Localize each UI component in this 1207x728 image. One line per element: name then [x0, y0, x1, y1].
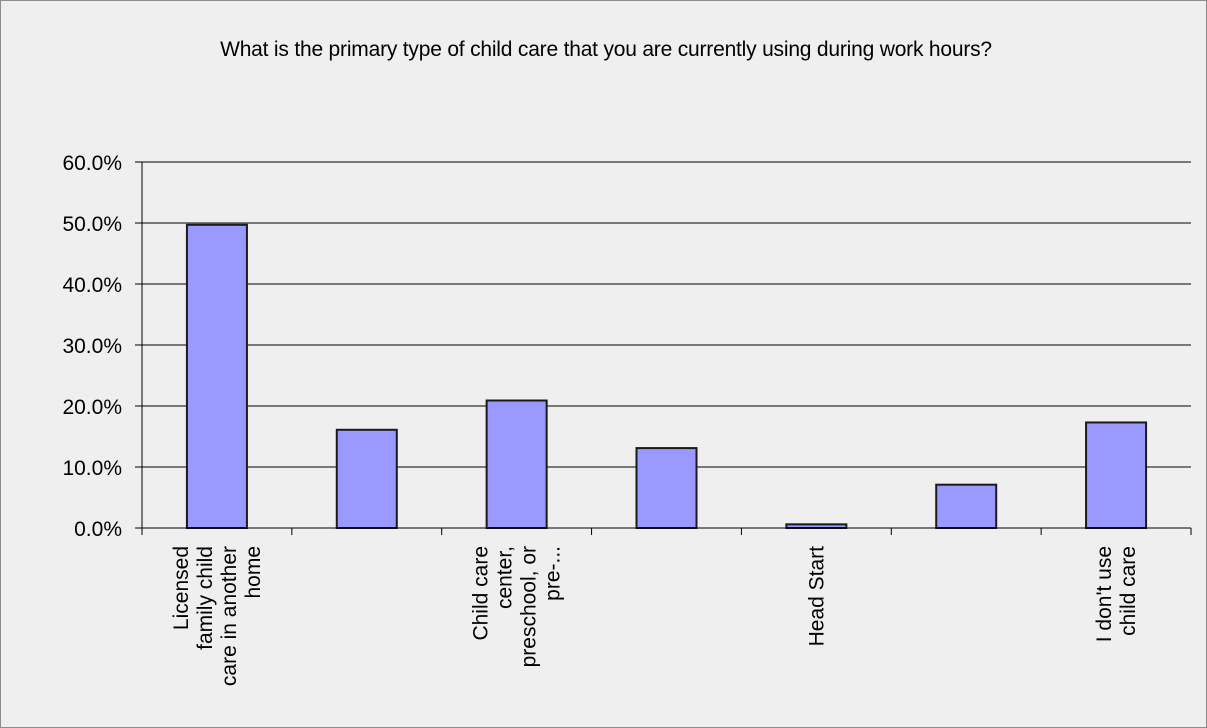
- y-tick-label: 20.0%: [62, 396, 122, 419]
- chart-title: What is the primary type of child care t…: [220, 38, 992, 61]
- x-tick-label-line: center,: [494, 546, 517, 609]
- x-tick-label-line: preschool, or: [518, 546, 541, 667]
- x-tick-label-line: Head Start: [805, 546, 828, 647]
- bar: [635, 447, 698, 529]
- x-tick-label: Child care center, preschool, or pre-...: [470, 546, 565, 667]
- x-tick-label: Licensed family child care in another home: [170, 546, 265, 686]
- x-tick-label: Head Start: [805, 546, 828, 647]
- y-tick-label: 40.0%: [62, 274, 122, 297]
- bar: [1085, 421, 1148, 529]
- x-tick-label-line: family child: [194, 546, 217, 650]
- x-tick-label-line: care in another: [218, 546, 241, 686]
- y-tick-label: 30.0%: [62, 335, 122, 358]
- y-tick-label: 50.0%: [62, 213, 122, 236]
- x-tick-label-line: Licensed: [170, 546, 193, 630]
- y-tick-label: 60.0%: [62, 152, 122, 175]
- x-tick-label-line: I don't use: [1093, 546, 1116, 642]
- y-axis-tick-labels: 0.0% 10.0% 20.0% 30.0% 40.0% 50.0% 60.0%: [62, 152, 122, 541]
- bar: [185, 223, 248, 530]
- x-tick-label-line: Child care: [470, 546, 493, 641]
- bar: [335, 428, 398, 530]
- bars: [185, 223, 1148, 530]
- axes: [141, 162, 1192, 535]
- bar: [935, 483, 998, 530]
- x-tick-label-line: pre-...: [542, 546, 565, 601]
- x-tick-label-line: home: [242, 546, 265, 599]
- y-tick-label: 10.0%: [62, 457, 122, 480]
- x-tick-label-line: child care: [1117, 546, 1140, 636]
- bar: [785, 523, 848, 530]
- x-tick-label: I don't use child care: [1093, 546, 1140, 642]
- x-axis-tick-labels: Licensed family child care in another home C…: [170, 546, 1140, 686]
- bar: [485, 399, 548, 530]
- y-tick-label: 0.0%: [74, 518, 122, 541]
